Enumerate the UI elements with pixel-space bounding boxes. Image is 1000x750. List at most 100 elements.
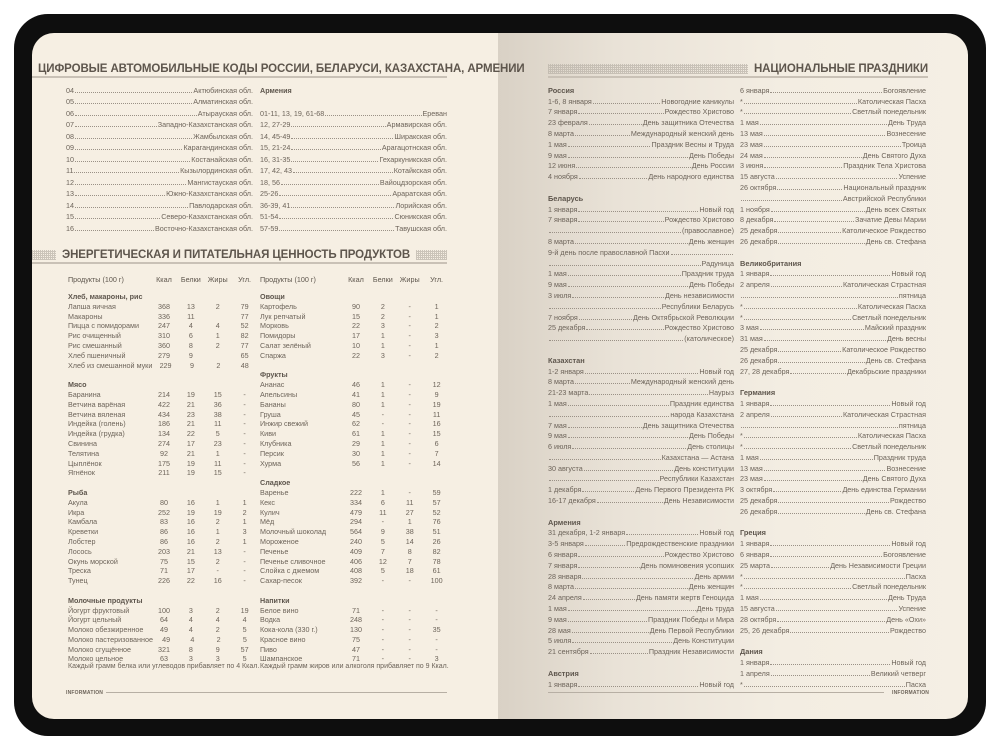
row-value: Католическая Пасха — [857, 301, 926, 311]
leader-row: 17, 42, 43 Котайкская обл. — [260, 164, 447, 175]
row-key: 51-54 — [260, 212, 279, 221]
leader-row: 1-2 января Новый год — [548, 365, 734, 376]
product-name: Морковь — [260, 321, 289, 331]
dot-leader — [770, 664, 891, 666]
table-row: Ананас 46 1 - 12 — [260, 380, 450, 390]
row-value: День всех Святых — [865, 204, 926, 214]
table-cell: 294 — [349, 517, 362, 527]
dot-leader — [75, 103, 193, 104]
row-key: * — [740, 431, 743, 441]
product-name: Печенье — [260, 546, 289, 556]
nutrition-title: ЭНЕРГЕТИЧЕСКАЯ И ПИТАТЕЛЬНАЯ ЦЕННОСТЬ ПР… — [62, 249, 411, 261]
row-key: 13 мая — [740, 128, 763, 138]
dot-leader — [578, 178, 648, 180]
dot-leader — [759, 458, 873, 460]
table-row: Цыплёнок 175 19 11 - — [68, 459, 258, 469]
table-cell: - — [243, 448, 246, 458]
table-cell: 86 — [159, 536, 168, 546]
table-cell: 321 — [157, 644, 170, 654]
table-row: Молоко обезжиренное 49 4 2 5 — [68, 625, 258, 635]
row-value: Республики Казахстан — [659, 474, 734, 484]
category-heading: Фрукты — [260, 370, 288, 380]
table-cell: - — [243, 458, 246, 468]
table-cell: 5 — [380, 566, 385, 576]
table-cell: 82 — [432, 546, 441, 556]
dot-leader — [763, 134, 886, 136]
table-cell: - — [381, 625, 385, 635]
table-cell: 2 — [215, 340, 220, 350]
row-value: Светлый понедельник — [852, 107, 926, 117]
row-value: Костанайская обл. — [191, 154, 253, 164]
product-name: Груша — [260, 409, 281, 419]
row-key: 5 июля — [548, 636, 572, 646]
leader-row: 26 декабря День св. Стефана — [740, 505, 926, 516]
table-cell: 61 — [351, 429, 360, 439]
spacer — [740, 516, 926, 527]
product-name: Мёд — [260, 517, 275, 527]
table-cell: 5 — [215, 429, 220, 439]
leader-row: 13 мая Вознесение — [740, 127, 926, 138]
row-key: 8 марта — [548, 128, 574, 138]
row-value: Актюбинская обл. — [193, 85, 253, 95]
row-value: Мангистауская обл. — [187, 177, 253, 187]
dot-leader — [75, 229, 154, 231]
table-cell: 7 — [434, 448, 439, 458]
row-key: 1 января — [740, 539, 770, 549]
dot-leader — [567, 156, 689, 158]
leader-row: 7 мая День защитника Отечества — [548, 419, 734, 430]
table-cell: 4 — [215, 615, 220, 625]
leader-row: 1 декабря День Первого Президента РК — [548, 483, 734, 494]
table-cell: 19 — [186, 458, 195, 468]
table-row: Персик 30 1 - 7 — [260, 449, 450, 459]
table-cell: 247 — [157, 321, 170, 331]
row-value: Рождество Христово — [664, 550, 734, 560]
leader-row: * Светлый понедельник — [740, 106, 926, 117]
leader-row: * Светлый понедельник — [740, 581, 926, 591]
leader-row: 7 января Рождество Христово — [548, 106, 734, 116]
row-value: Котайкская обл. — [393, 166, 447, 175]
table-cell: 75 — [159, 556, 168, 566]
table-row: Молоко пастеризованное 49 4 2 5 — [68, 635, 258, 645]
row-value: Новогодние каникулы — [661, 96, 734, 106]
table-cell: 1 — [407, 517, 412, 527]
table-cell: 3 — [380, 350, 385, 360]
table-cell: 71 — [351, 654, 360, 664]
dot-leader — [778, 242, 865, 244]
row-key: 21-23 марта — [548, 388, 589, 398]
leader-row: * Пасха — [740, 570, 926, 581]
leader-row: 25 декабря Рождество Христово — [548, 322, 734, 332]
product-name: Рис смешанный — [68, 340, 122, 350]
row-key: 3 мая — [740, 323, 759, 333]
table-row: Пиво 47 - - - — [260, 645, 450, 655]
table-cell: 252 — [157, 507, 170, 517]
table-cell: 23 — [213, 438, 222, 448]
armenia-heading: Армения — [260, 85, 292, 95]
row-key: 18, 56 — [260, 177, 280, 187]
row-key: 15 августа — [740, 604, 775, 614]
table-cell: 16 — [432, 419, 441, 429]
right-page — [498, 33, 968, 719]
row-key: 12, 27-29 — [260, 120, 291, 129]
product-name: Камбала — [68, 517, 98, 527]
row-key: 1 января — [740, 658, 770, 668]
row-value: Новый год — [699, 366, 734, 376]
table-cell: 6 — [434, 438, 439, 448]
dot-leader — [567, 620, 648, 622]
table-cell: - — [408, 654, 411, 664]
leader-row: * Католическая Пасха — [740, 95, 926, 106]
table-cell: 62 — [351, 419, 360, 429]
product-name: Шампанское — [260, 654, 303, 664]
table-cell: 78 — [432, 556, 441, 566]
row-key: 9 мая — [548, 280, 567, 290]
product-name: Свинина — [68, 438, 97, 448]
table-cell: 26 — [432, 536, 441, 546]
leader-row: 57-59 Тавушская обл. — [260, 221, 447, 233]
leader-row: 21 сентября Праздник Независимости — [548, 645, 734, 656]
table-cell: - — [381, 605, 385, 615]
table-cell: 3 — [380, 321, 385, 331]
column-header: Жиры — [207, 275, 228, 284]
leader-row: 15 августа Успение — [740, 602, 926, 613]
table-cell: 2 — [215, 517, 220, 527]
table-cell: 4 — [188, 625, 193, 635]
table-cell: 360 — [157, 340, 170, 350]
